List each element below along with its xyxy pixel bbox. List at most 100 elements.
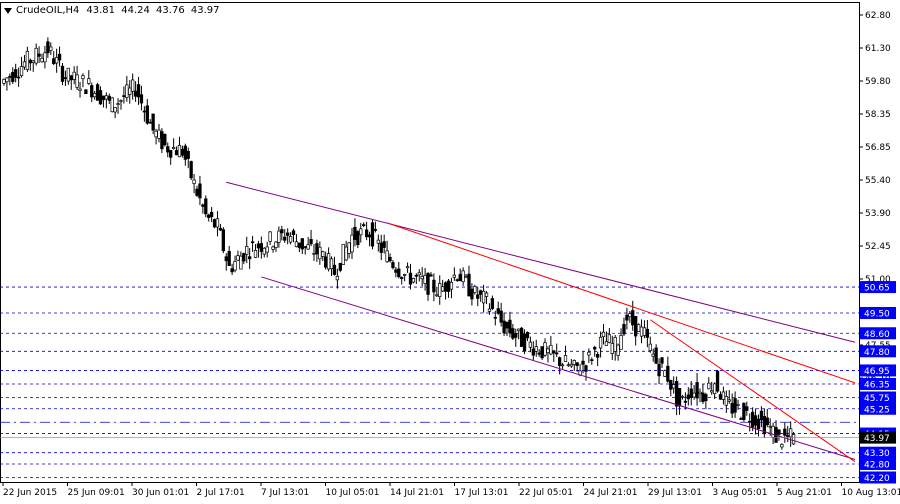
- candle-body: [640, 327, 643, 336]
- candle-body: [70, 76, 73, 80]
- candle-body: [29, 60, 32, 63]
- candle-body: [266, 247, 269, 252]
- candle-body: [450, 282, 453, 289]
- candle-body: [365, 230, 368, 237]
- candle-body: [444, 283, 447, 292]
- candle-body: [526, 332, 529, 337]
- candle-body: [517, 329, 520, 331]
- candle-body: [90, 86, 93, 97]
- candle-body: [652, 354, 655, 356]
- candle-body: [757, 419, 760, 428]
- candle-body: [158, 130, 161, 138]
- candle-body: [175, 150, 178, 154]
- candle-body: [213, 219, 216, 226]
- candle-body: [558, 358, 561, 366]
- candle-body: [786, 435, 789, 436]
- candle-body: [295, 242, 298, 247]
- candle-body: [348, 243, 351, 253]
- candle-body: [73, 72, 76, 79]
- candle-body: [550, 345, 553, 354]
- candle-body: [681, 396, 684, 397]
- candle-body: [152, 114, 155, 130]
- candle-body: [204, 199, 207, 214]
- candle-body: [760, 411, 763, 420]
- candle-body: [424, 275, 427, 283]
- candle-body: [453, 275, 456, 277]
- y-tick-label: 61.30: [865, 44, 891, 54]
- candle-body: [286, 233, 289, 236]
- candle-body: [44, 53, 47, 62]
- candle-body: [740, 418, 743, 419]
- candle-body: [465, 276, 468, 277]
- candle-body: [702, 393, 705, 402]
- candle-body: [655, 348, 658, 363]
- candle-body: [751, 412, 754, 427]
- candle-body: [146, 106, 149, 123]
- candle-body: [23, 62, 26, 67]
- candle-body: [784, 429, 787, 435]
- candle-body: [476, 295, 479, 299]
- candle-body: [500, 311, 503, 322]
- candle-body: [599, 337, 602, 348]
- high-value: 44.24: [121, 5, 150, 16]
- candle-body: [462, 271, 465, 282]
- candle-body: [778, 430, 781, 435]
- candle-body: [766, 418, 769, 425]
- candle-body: [32, 61, 35, 63]
- candle-body: [687, 395, 690, 399]
- candle-body: [506, 322, 509, 328]
- candle-body: [743, 403, 746, 419]
- candle-body: [479, 291, 482, 295]
- candle-body: [187, 151, 190, 158]
- candle-body: [792, 435, 795, 444]
- dropdown-triangle-icon[interactable]: [4, 8, 12, 14]
- candle-body: [699, 392, 702, 394]
- candle-body: [541, 347, 544, 358]
- candle-body: [11, 72, 14, 81]
- candle-body: [430, 275, 433, 276]
- candle-body: [38, 54, 41, 56]
- candle-body: [734, 399, 737, 413]
- candle-body: [441, 287, 444, 291]
- candle-body: [93, 93, 96, 96]
- candle-body: [547, 349, 550, 353]
- candle-body: [289, 236, 292, 242]
- y-tick-label: 59.80: [865, 77, 891, 87]
- candle-body: [272, 247, 275, 249]
- candle-body: [667, 366, 670, 381]
- candle-body: [690, 389, 693, 398]
- candle-body: [713, 384, 716, 394]
- candle-body: [684, 401, 687, 402]
- candle-body: [67, 68, 70, 81]
- candle-body: [474, 286, 477, 292]
- candle-body: [497, 309, 500, 314]
- x-tick-label: 10 Jul 05:01: [326, 488, 380, 498]
- candle-body: [617, 345, 620, 355]
- candle-body: [245, 246, 248, 254]
- candle-body: [155, 131, 158, 137]
- candle-body: [485, 293, 488, 296]
- candle-body: [427, 273, 430, 294]
- x-tick-label: 24 Jul 21:01: [584, 488, 638, 498]
- price-level-label: 48.60: [864, 330, 890, 340]
- candle-body: [190, 161, 193, 177]
- candle-body: [210, 212, 213, 216]
- ohlc-values: 43.81 44.24 43.76 43.97: [83, 5, 219, 16]
- candle-body: [716, 371, 719, 391]
- x-tick-label: 25 Jun 09:01: [68, 488, 125, 498]
- candle-body: [649, 344, 652, 350]
- candle-body: [134, 91, 137, 96]
- candle-body: [120, 100, 123, 101]
- candle-body: [532, 349, 535, 355]
- candle-body: [237, 256, 240, 261]
- candle-body: [591, 360, 594, 361]
- x-tick-label: 22 Jun 2015: [3, 488, 57, 498]
- candle-body: [137, 85, 140, 97]
- candle-body: [588, 352, 591, 355]
- candle-body: [646, 329, 649, 337]
- current-price-label: 43.97: [864, 434, 890, 444]
- symbol-label: CrudeOIL,H4: [16, 5, 79, 16]
- candle-body: [380, 243, 383, 253]
- candle-body: [456, 280, 459, 281]
- candle-body: [371, 223, 374, 246]
